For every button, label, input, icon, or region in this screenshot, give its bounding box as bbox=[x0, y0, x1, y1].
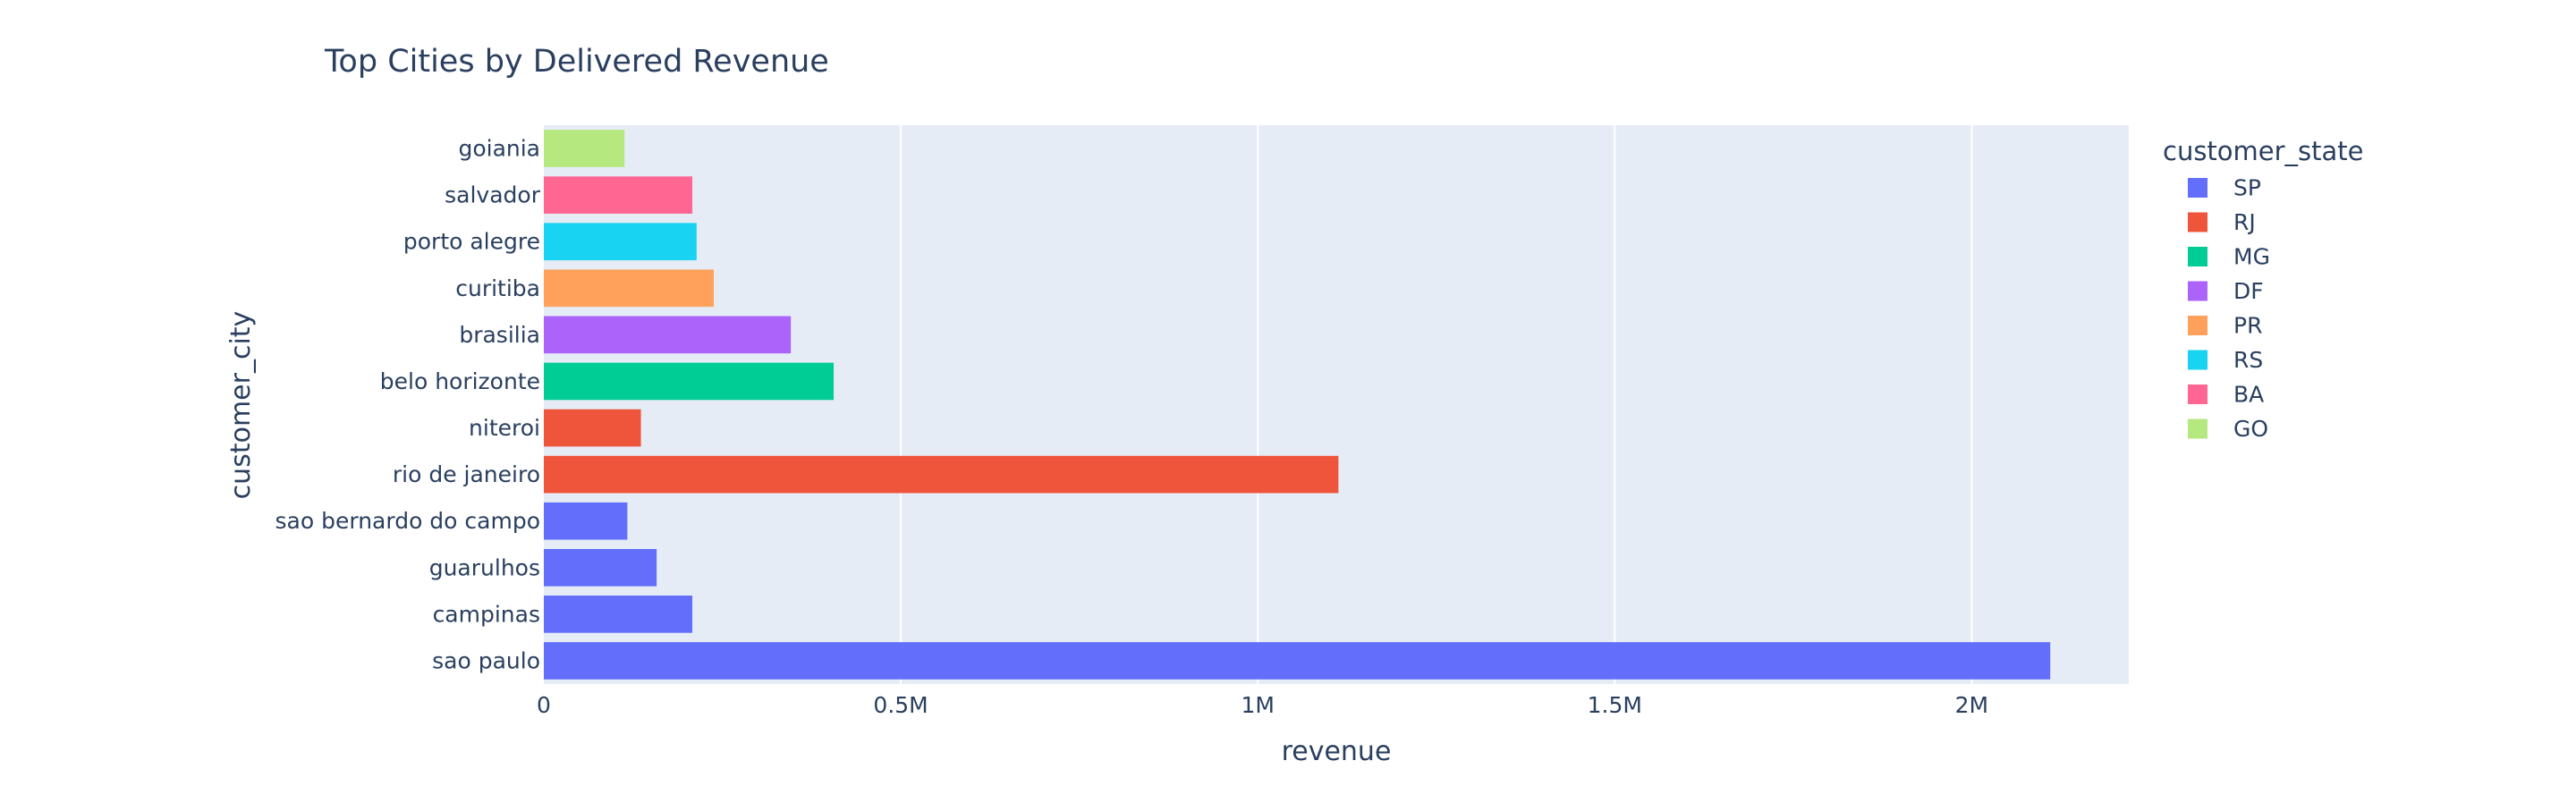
y-tick-label: belo horizonte bbox=[380, 368, 540, 394]
x-tick-label: 0 bbox=[537, 692, 551, 718]
bars bbox=[544, 130, 2051, 680]
y-tick-label: niteroi bbox=[469, 415, 540, 441]
legend-label: DF bbox=[2233, 278, 2264, 304]
x-tick-label: 1M bbox=[1241, 692, 1274, 718]
legend-swatch bbox=[2188, 385, 2207, 404]
bar bbox=[544, 455, 1339, 494]
y-tick-label: campinas bbox=[433, 601, 540, 627]
legend-label: SP bbox=[2233, 175, 2261, 201]
chart-title: Top Cities by Delivered Revenue bbox=[324, 44, 829, 80]
bar bbox=[544, 502, 628, 540]
legend-swatch bbox=[2188, 178, 2207, 198]
y-tick-label: porto alegre bbox=[403, 229, 540, 255]
bar bbox=[544, 362, 835, 401]
bar bbox=[544, 176, 693, 214]
bar bbox=[544, 548, 657, 587]
legend-label: BA bbox=[2233, 382, 2264, 408]
legend-swatch bbox=[2188, 350, 2207, 370]
bar bbox=[544, 130, 625, 167]
y-tick-label: guarulhos bbox=[429, 554, 540, 580]
bar bbox=[544, 596, 693, 633]
x-tick-label: 2M bbox=[1955, 692, 1988, 718]
legend: customer_state SP RJ MG DF PR RS BA GO bbox=[2163, 136, 2364, 442]
legend-swatch bbox=[2188, 418, 2207, 439]
bar bbox=[544, 316, 792, 354]
y-tick-label: sao bernardo do campo bbox=[275, 508, 540, 534]
legend-label: MG bbox=[2233, 244, 2270, 270]
gridlines bbox=[900, 125, 1973, 684]
legend-title: customer_state bbox=[2163, 136, 2364, 166]
y-axis-title: customer_city bbox=[225, 311, 257, 500]
legend-swatch bbox=[2188, 316, 2207, 335]
bar bbox=[544, 269, 714, 308]
x-axis-title: revenue bbox=[1282, 736, 1392, 767]
legend-label: PR bbox=[2233, 313, 2262, 339]
y-tick-label: rio de janeiro bbox=[393, 461, 540, 487]
legend-label: GO bbox=[2233, 416, 2268, 442]
bar bbox=[544, 223, 697, 261]
legend-swatch bbox=[2188, 247, 2207, 266]
y-tick-label: sao paulo bbox=[432, 647, 540, 673]
legend-swatch bbox=[2188, 281, 2207, 301]
bar bbox=[544, 409, 641, 447]
y-tick-label: curitiba bbox=[455, 275, 540, 301]
legend-label: RS bbox=[2233, 347, 2263, 373]
x-tick-label: 1.5M bbox=[1588, 692, 1642, 718]
legend-label: RJ bbox=[2233, 209, 2256, 235]
y-tick-label: goiania bbox=[458, 136, 540, 162]
y-tick-label: brasilia bbox=[459, 322, 540, 348]
y-tick-label: salvador bbox=[445, 182, 541, 208]
bar bbox=[544, 642, 2051, 680]
x-axis-ticks: 0 0.5M 1M 1.5M 2M bbox=[537, 692, 1988, 718]
plot-area bbox=[544, 125, 2129, 684]
x-tick-label: 0.5M bbox=[873, 692, 928, 718]
y-axis-ticks: sao paulo campinas guarulhos sao bernardo d… bbox=[275, 136, 541, 674]
legend-swatch bbox=[2188, 212, 2207, 232]
